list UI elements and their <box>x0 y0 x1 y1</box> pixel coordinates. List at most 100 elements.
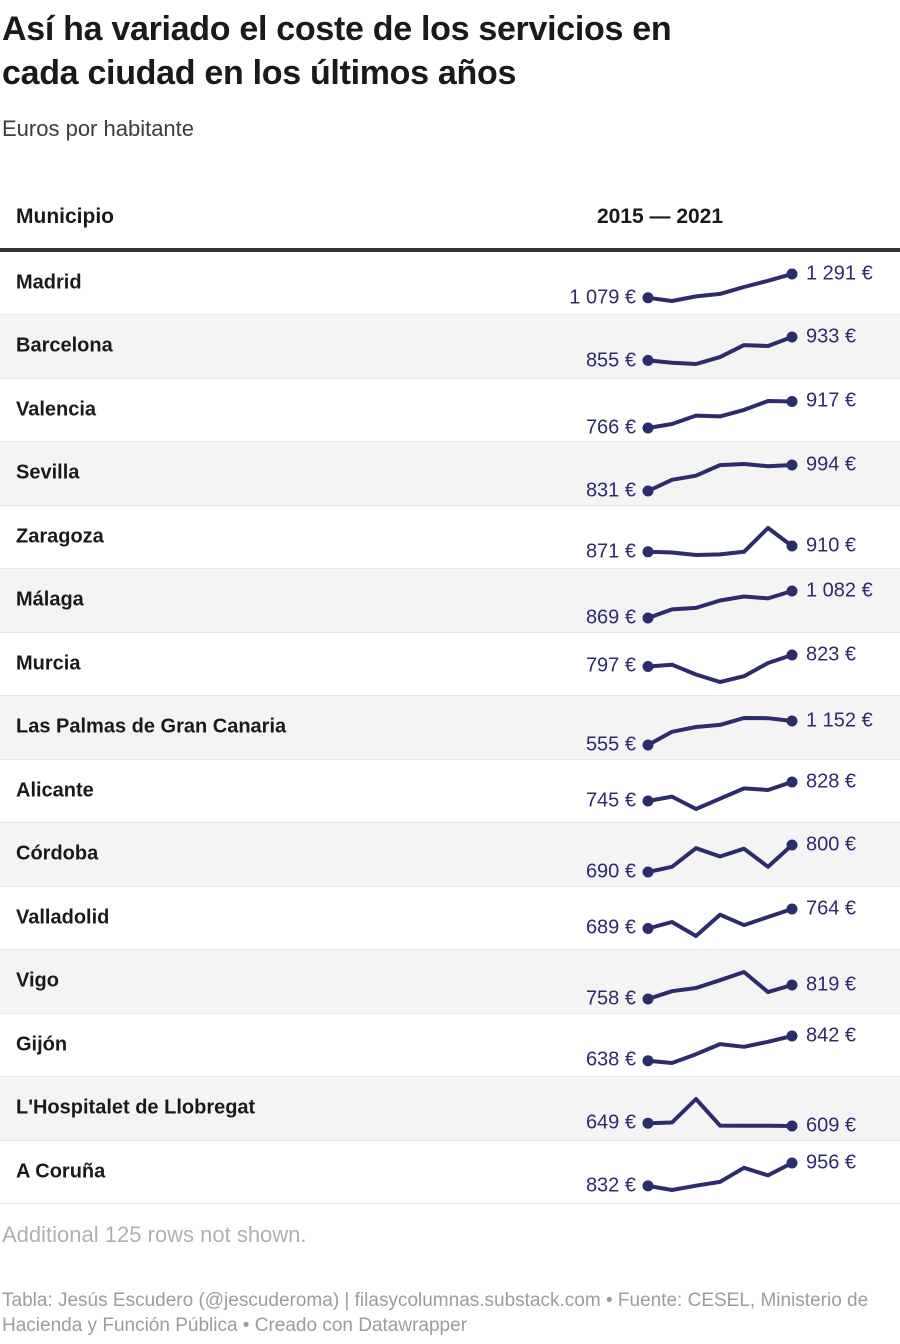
sparkline-start-value: 869 € <box>585 606 636 629</box>
sparkline-end-dot <box>786 268 798 280</box>
sparkline-line <box>646 335 794 367</box>
sparkline-line <box>646 398 794 430</box>
sparkline-end-value: 910 € <box>806 534 857 557</box>
column-header-year-range: 2015 — 2021 <box>596 204 724 228</box>
sparkline-start-value: 832 € <box>585 1174 636 1197</box>
sparkline-end-value: 609 € <box>806 1114 857 1137</box>
sparkline-chart <box>642 839 798 878</box>
sparkline-start-dot <box>642 355 654 367</box>
sparkline-chart <box>642 970 798 1005</box>
sparkline-line <box>646 589 794 621</box>
sparkline-start-value: 766 € <box>585 416 636 439</box>
sparkline-line <box>646 1033 794 1065</box>
sparkline-start-value: 797 € <box>585 654 636 677</box>
datawrapper-table: Así ha variado el coste de los servicios… <box>0 8 900 1344</box>
attribution-text: Tabla: Jesús Escudero (@jescuderoma) | f… <box>2 1290 869 1337</box>
table-row: Las Palmas de Gran Canaria 555 € 1 152 € <box>0 696 900 760</box>
sparkline-start-value: 649 € <box>585 1111 636 1134</box>
sparkline-end-value: 823 € <box>806 643 857 666</box>
sparkline-chart <box>642 268 798 304</box>
sparkline-start-dot <box>642 866 654 878</box>
sparkline-start-value: 745 € <box>585 789 636 812</box>
table-row: Córdoba 690 € 800 € <box>0 823 900 887</box>
sparkline-chart <box>642 903 798 938</box>
sparkline-line <box>646 1160 794 1192</box>
table-header: Municipio 2015 — 2021 <box>0 186 900 252</box>
table-row: Vigo 758 € 819 € <box>0 950 900 1014</box>
sparkline-end-dot <box>786 903 798 915</box>
table-row: A Coruña 832 € 956 € <box>0 1140 900 1205</box>
sparkline-line <box>646 462 794 494</box>
table-row: Sevilla 831 € 994 € <box>0 442 900 506</box>
sparkline-chart <box>642 776 798 811</box>
sparkline-end-value: 819 € <box>806 973 857 996</box>
sparkline-end-dot <box>786 331 798 343</box>
sparkline-end-value: 1 082 € <box>806 579 873 602</box>
sparkline-line <box>646 1097 794 1129</box>
sparkline-start-value: 689 € <box>585 916 636 939</box>
municipio-name: Barcelona <box>16 334 113 357</box>
sparkline-line <box>646 716 794 748</box>
sparkline-start-dot <box>642 922 654 934</box>
sparkline-line <box>646 779 794 811</box>
sparkline-line <box>646 652 794 684</box>
sparkline-end-dot <box>786 585 798 597</box>
chart-subtitle: Euros por habitante <box>2 115 195 141</box>
sparkline-end-dot <box>786 979 798 991</box>
sparkline-chart <box>642 331 798 367</box>
sparkline-start-value: 855 € <box>585 349 636 372</box>
sparkline-end-value: 1 152 € <box>806 709 873 732</box>
page-title-line1: Así ha variado el coste de los servicios… <box>2 10 672 48</box>
sparkline-chart <box>642 649 798 684</box>
sparkline-end-value: 842 € <box>806 1024 857 1047</box>
sparkline-end-dot <box>786 1120 798 1132</box>
table-row: Valencia 766 € 917 € <box>0 378 900 443</box>
municipio-name: Zaragoza <box>16 525 104 548</box>
sparkline-start-value: 638 € <box>585 1048 636 1071</box>
sparkline-start-value: 831 € <box>585 479 636 502</box>
sparkline-start-dot <box>642 660 654 672</box>
sparkline-end-dot <box>786 649 798 661</box>
table-row: Valladolid 689 € 764 € <box>0 886 900 951</box>
sparkline-chart <box>642 1157 798 1192</box>
sparkline-chart <box>642 715 798 751</box>
sparkline-start-dot <box>642 1180 654 1192</box>
page-title: Así ha variado el coste de los servicios… <box>2 8 900 96</box>
sparkline-end-dot <box>786 1030 798 1042</box>
municipio-name: Alicante <box>16 779 94 802</box>
municipio-name: Murcia <box>16 652 81 675</box>
sparkline-end-dot <box>786 540 798 552</box>
sparkline-line <box>646 271 794 303</box>
table-row: Alicante 745 € 828 € <box>0 759 900 824</box>
sparkline-end-value: 917 € <box>806 389 857 412</box>
sparkline-start-dot <box>642 485 654 497</box>
sparkline-start-dot <box>642 292 654 304</box>
sparkline-chart <box>642 1097 798 1132</box>
municipio-name: Las Palmas de Gran Canaria <box>16 715 287 738</box>
sparkline-end-dot <box>786 839 798 851</box>
sparkline-end-dot <box>786 715 798 727</box>
municipio-name: Vigo <box>16 969 59 992</box>
municipio-name: Sevilla <box>16 461 80 484</box>
municipio-name: L'Hospitalet de Llobregat <box>16 1096 256 1119</box>
sparkline-start-value: 555 € <box>585 733 636 756</box>
table-row: Gijón 638 € 842 € <box>0 1013 900 1078</box>
table-row: Madrid 1 079 € 1 291 € <box>0 251 900 316</box>
sparkline-end-value: 956 € <box>806 1151 857 1174</box>
sparkline-chart <box>642 1030 798 1066</box>
column-header-municipio: Municipio <box>16 204 114 228</box>
sparkline-line <box>646 843 794 875</box>
page-title-line2: cada ciudad en los últimos años <box>2 53 517 92</box>
sparkline-chart <box>642 395 798 434</box>
sparkline-end-dot <box>786 776 798 788</box>
sparkline-start-dot <box>642 612 654 624</box>
sparkline-line <box>646 906 794 938</box>
municipio-name: Málaga <box>16 588 84 611</box>
sparkline-end-value: 933 € <box>806 325 857 348</box>
sparkline-start-dot <box>642 795 654 807</box>
sparkline-end-value: 994 € <box>806 453 857 476</box>
sparkline-start-value: 871 € <box>585 540 636 563</box>
municipio-name: Valencia <box>16 398 97 421</box>
sparkline-chart <box>642 585 798 624</box>
sparkline-end-value: 800 € <box>806 833 857 856</box>
